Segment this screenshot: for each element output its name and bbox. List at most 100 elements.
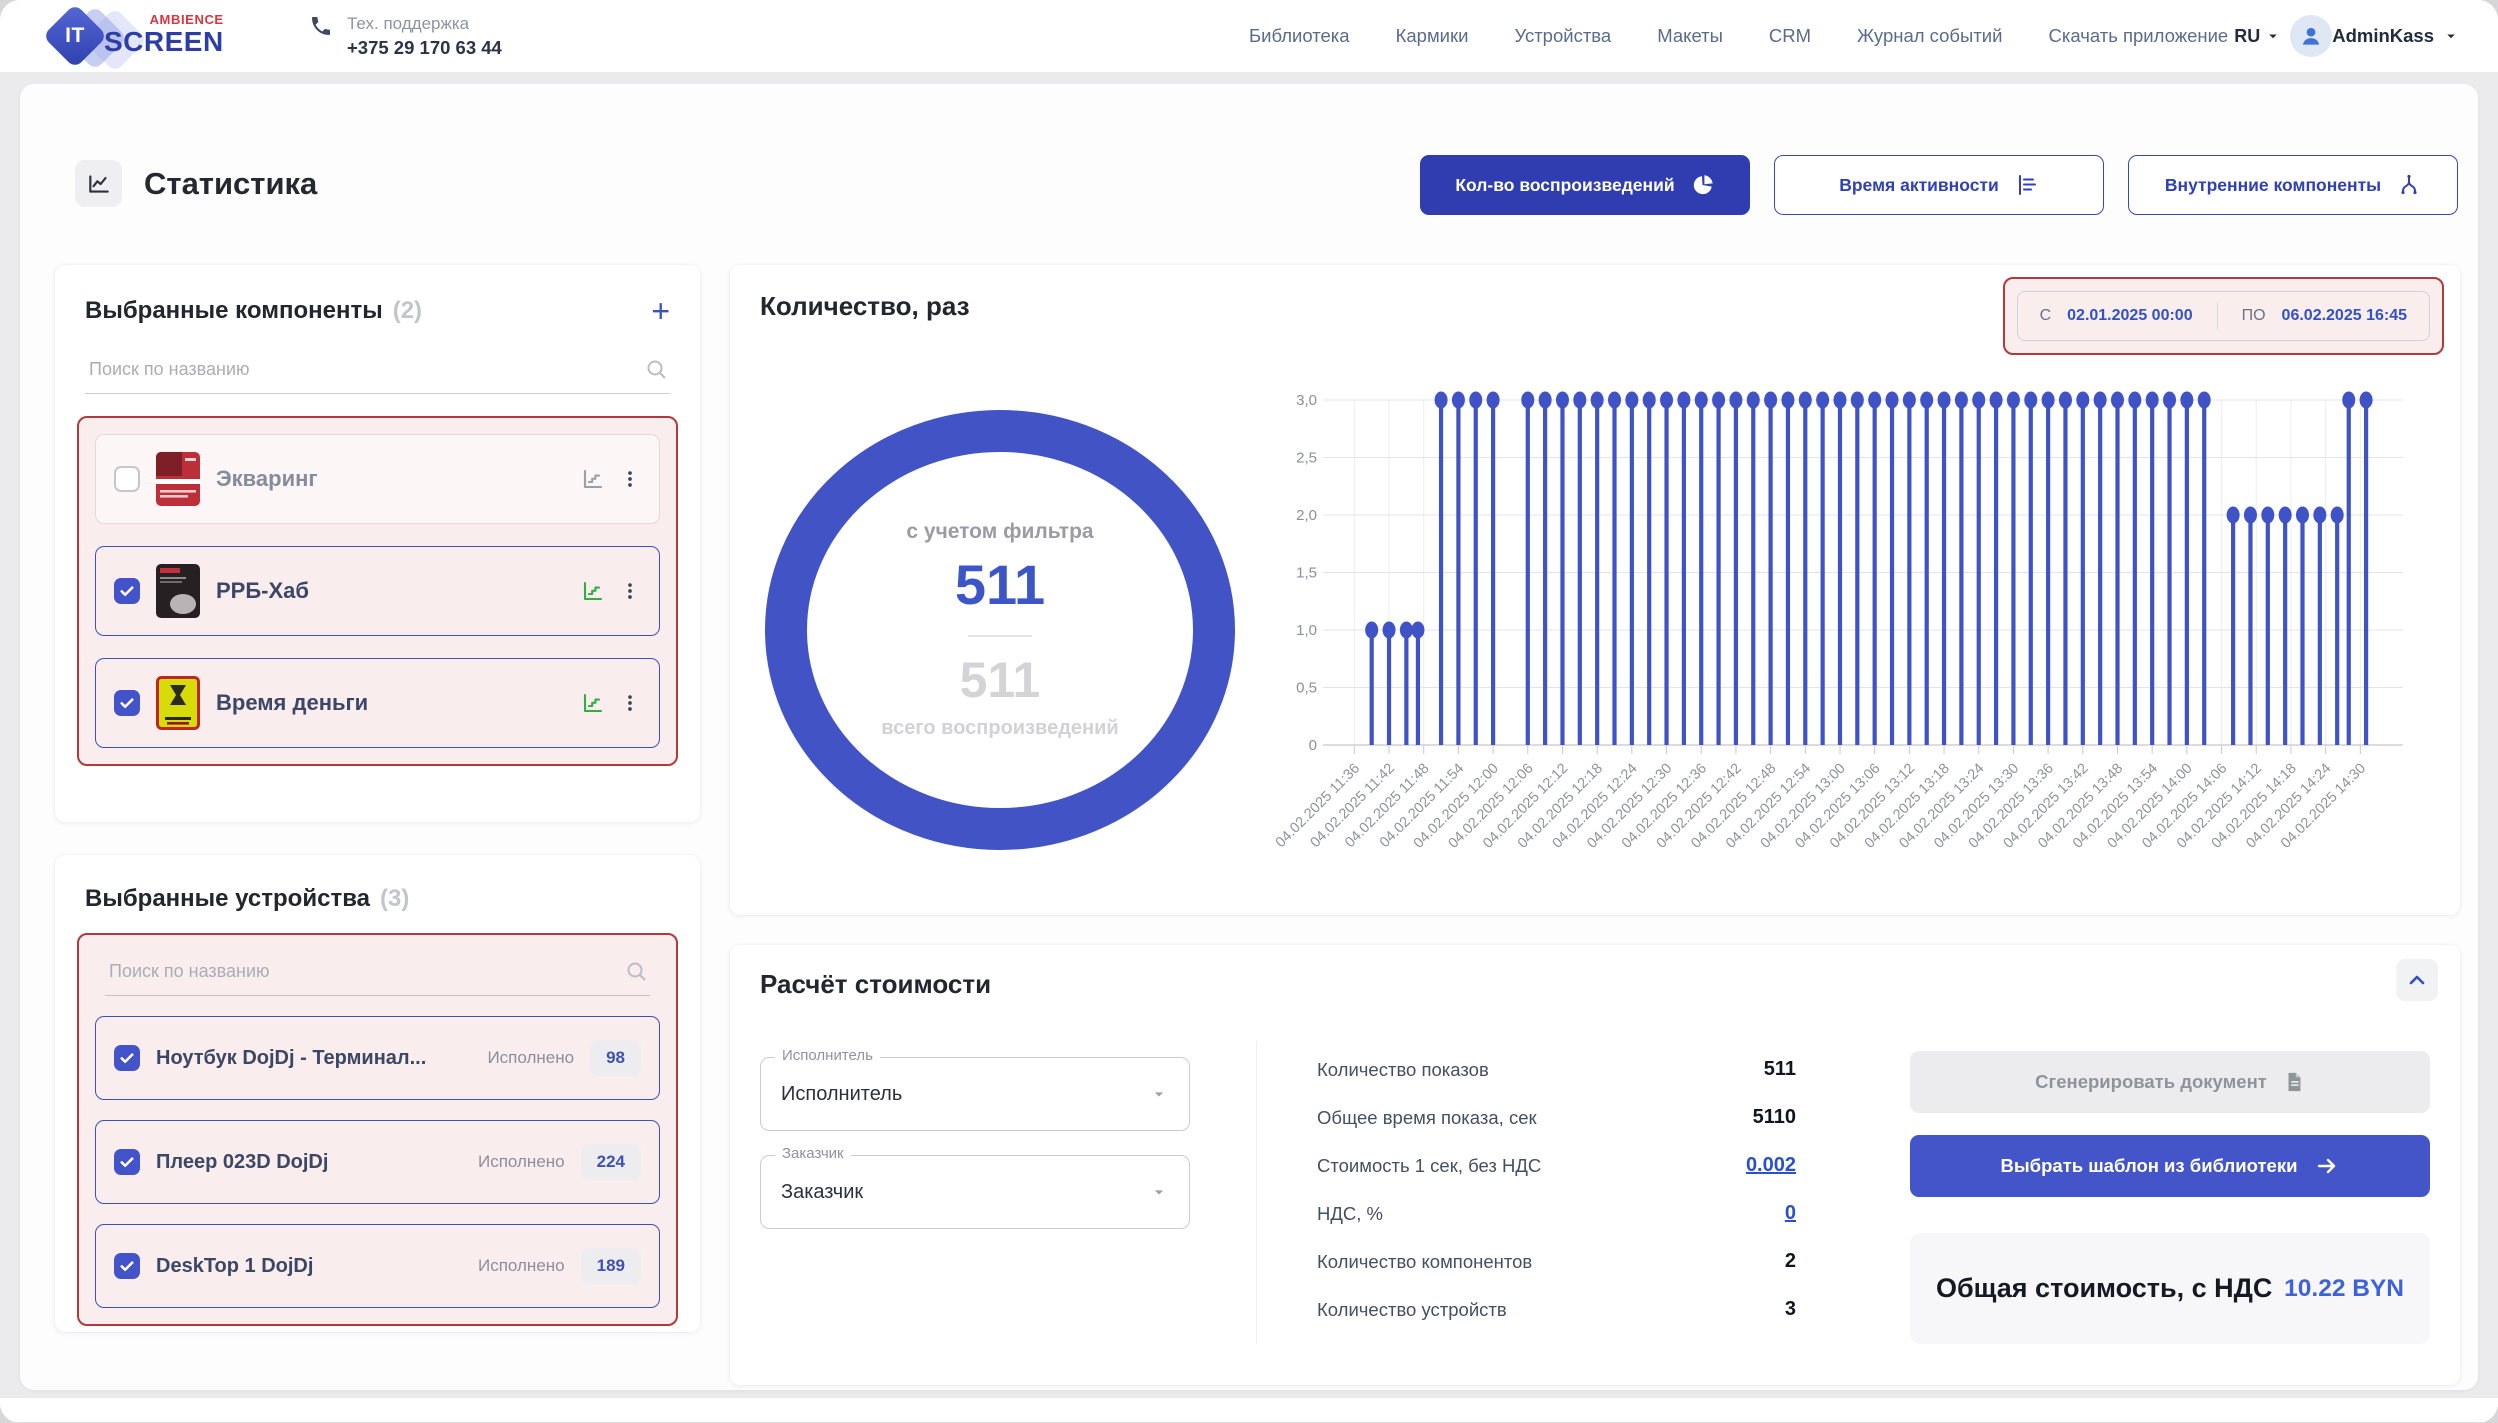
nav-item-0[interactable]: Библиотека xyxy=(1249,25,1350,47)
stat-value[interactable]: 0.002 xyxy=(1746,1154,1796,1177)
component-name: Экваринг xyxy=(216,466,318,492)
stat-label: Количество показов xyxy=(1317,1059,1489,1081)
cost-selects: Исполнитель Исполнитель Заказчик Заказчи… xyxy=(760,1041,1190,1344)
components-list: Экваринг РРБ-Хаб Время деньги xyxy=(77,416,678,766)
document-icon xyxy=(2283,1071,2305,1093)
cost-panel: Расчёт стоимости Исполнитель Исполнитель xyxy=(730,945,2460,1385)
line-chart-icon xyxy=(75,160,122,207)
component-item[interactable]: Время деньги xyxy=(95,658,660,748)
svg-text:2,5: 2,5 xyxy=(1296,450,1317,467)
date-to-value[interactable]: 06.02.2025 16:45 xyxy=(2282,307,2407,325)
nav-item-6[interactable]: Скачать приложение xyxy=(2048,25,2228,47)
stat-value: 3 xyxy=(1785,1298,1796,1321)
add-component-button[interactable]: + xyxy=(651,295,670,327)
executed-label: Исполнено xyxy=(478,1152,565,1172)
executed-label: Исполнено xyxy=(487,1048,574,1068)
view-mode-buttons: Кол-во воспроизведений Время активности … xyxy=(1420,155,2458,215)
component-checkbox[interactable] xyxy=(114,466,140,492)
support-block: Тех. поддержка +375 29 170 63 44 xyxy=(309,14,502,59)
view-button[interactable]: Кол-во воспроизведений xyxy=(1420,155,1750,215)
stat-value[interactable]: 0 xyxy=(1785,1202,1796,1225)
customer-select[interactable]: Заказчик Заказчик xyxy=(760,1155,1190,1229)
kebab-menu-icon[interactable] xyxy=(619,468,641,490)
main-nav: Библиотека Кармики Устройства Макеты CRM Журн… xyxy=(1249,25,2228,47)
device-checkbox[interactable] xyxy=(114,1149,140,1175)
stat-label: Количество устройств xyxy=(1317,1299,1507,1321)
chevron-down-icon xyxy=(1149,1182,1169,1202)
stat-value: 5110 xyxy=(1753,1106,1796,1129)
components-search-input[interactable] xyxy=(87,358,644,381)
stat-value: 511 xyxy=(1764,1058,1796,1081)
date-to-label: ПО xyxy=(2242,307,2266,325)
nav-item-1[interactable]: Кармики xyxy=(1396,25,1469,47)
device-item[interactable]: DeskTop 1 DojDj Исполнено 189 xyxy=(95,1224,660,1308)
devices-panel: Выбранные устройства (3) Ноутбук DojDj -… xyxy=(55,855,700,1332)
component-checkbox[interactable] xyxy=(114,690,140,716)
language-label: RU xyxy=(2234,26,2260,47)
nav-item-3[interactable]: Макеты xyxy=(1657,25,1723,47)
support-phone: +375 29 170 63 44 xyxy=(347,37,502,59)
language-selector[interactable]: RU xyxy=(2234,26,2282,47)
executor-select-label: Исполнитель xyxy=(775,1047,880,1064)
component-checkbox[interactable] xyxy=(114,578,140,604)
choose-template-button[interactable]: Выбрать шаблон из библиотеки xyxy=(1910,1135,2430,1197)
top-header: IT AMBIENCE SCREEN Тех. поддержка +375 2… xyxy=(0,0,2498,72)
devices-search-row xyxy=(105,955,650,996)
date-from-value[interactable]: 02.01.2025 00:00 xyxy=(2067,307,2192,325)
devices-search-input[interactable] xyxy=(107,960,624,983)
component-stats-icon[interactable] xyxy=(581,691,605,715)
component-stats-icon[interactable] xyxy=(581,467,605,491)
devices-count: (3) xyxy=(380,885,409,913)
executor-select[interactable]: Исполнитель Исполнитель xyxy=(760,1057,1190,1131)
support-label: Тех. поддержка xyxy=(347,14,502,34)
donut-filtered-label: с учетом фильтра xyxy=(906,520,1093,544)
device-item[interactable]: Плеер 023D DojDj Исполнено 224 xyxy=(95,1120,660,1204)
chevron-down-icon xyxy=(1149,1084,1169,1104)
customer-select-value: Заказчик xyxy=(781,1181,863,1204)
devices-title: Выбранные устройства xyxy=(85,885,370,913)
device-item[interactable]: Ноутбук DojDj - Терминал... Исполнено 98 xyxy=(95,1016,660,1100)
logo-screen-text: SCREEN xyxy=(104,27,224,56)
generate-document-button[interactable]: Сгенерировать документ xyxy=(1910,1051,2430,1113)
executed-count-badge: 98 xyxy=(590,1040,641,1076)
components-count: (2) xyxy=(393,297,422,325)
stat-value: 2 xyxy=(1785,1250,1796,1273)
component-stats-icon[interactable] xyxy=(581,579,605,603)
nav-item-2[interactable]: Устройства xyxy=(1514,25,1611,47)
date-range-box: С 02.01.2025 00:00 ПО 06.02.2025 16:45 xyxy=(2003,277,2444,355)
components-search-row xyxy=(85,353,670,394)
app-window: IT AMBIENCE SCREEN Тех. поддержка +375 2… xyxy=(0,0,2498,1423)
donut-total-label: всего воспроизведений xyxy=(881,717,1118,740)
view-button[interactable]: Время активности xyxy=(1774,155,2104,215)
device-checkbox[interactable] xyxy=(114,1045,140,1071)
component-name: Время деньги xyxy=(216,690,368,716)
component-item[interactable]: РРБ-Хаб xyxy=(95,546,660,636)
device-checkbox[interactable] xyxy=(114,1253,140,1279)
view-button[interactable]: Внутренние компоненты xyxy=(2128,155,2458,215)
total-cost-box: Общая стоимость, с НДС 10.22 BYN xyxy=(1910,1233,2430,1344)
component-item[interactable]: Экваринг xyxy=(95,434,660,524)
search-icon[interactable] xyxy=(644,357,668,381)
stat-row: Количество устройств 3 xyxy=(1317,1293,1796,1326)
logo-it-text: IT xyxy=(52,13,98,59)
nav-item-5[interactable]: Журнал событий xyxy=(1857,25,2002,47)
bar-chart-icon xyxy=(2015,173,2039,197)
user-menu[interactable]: AdminKass xyxy=(2332,25,2460,47)
device-name: DeskTop 1 DojDj xyxy=(156,1255,313,1278)
svg-text:1,0: 1,0 xyxy=(1296,622,1317,639)
view-button-label: Кол-во воспроизведений xyxy=(1455,175,1674,196)
collapse-section-button[interactable] xyxy=(2396,959,2438,1001)
customer-select-label: Заказчик xyxy=(775,1145,851,1162)
donut-total-value: 511 xyxy=(960,651,1041,709)
search-icon[interactable] xyxy=(624,959,648,983)
svg-text:1,5: 1,5 xyxy=(1296,565,1317,582)
stem-chart: 04.02.2025 11:3604.02.2025 11:4204.02.20… xyxy=(1275,365,2455,910)
total-cost-label: Общая стоимость, с НДС xyxy=(1936,1273,2272,1304)
kebab-menu-icon[interactable] xyxy=(619,580,641,602)
stat-label: Стоимость 1 сек, без НДС xyxy=(1317,1155,1541,1177)
nav-item-4[interactable]: CRM xyxy=(1769,25,1811,47)
svg-text:0,5: 0,5 xyxy=(1296,680,1317,697)
kebab-menu-icon[interactable] xyxy=(619,692,641,714)
user-avatar[interactable] xyxy=(2290,15,2332,57)
app-logo[interactable]: IT AMBIENCE SCREEN xyxy=(38,5,243,67)
